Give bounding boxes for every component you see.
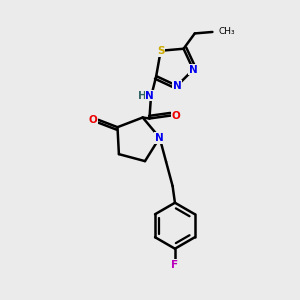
- Text: N: N: [189, 64, 198, 75]
- Text: O: O: [89, 115, 98, 125]
- Text: O: O: [172, 110, 180, 121]
- Text: F: F: [171, 260, 178, 270]
- Text: N: N: [173, 81, 182, 91]
- Text: N: N: [145, 91, 154, 101]
- Text: N: N: [155, 133, 164, 143]
- Text: S: S: [157, 46, 164, 56]
- Text: CH₃: CH₃: [219, 28, 236, 37]
- Text: H: H: [138, 91, 146, 101]
